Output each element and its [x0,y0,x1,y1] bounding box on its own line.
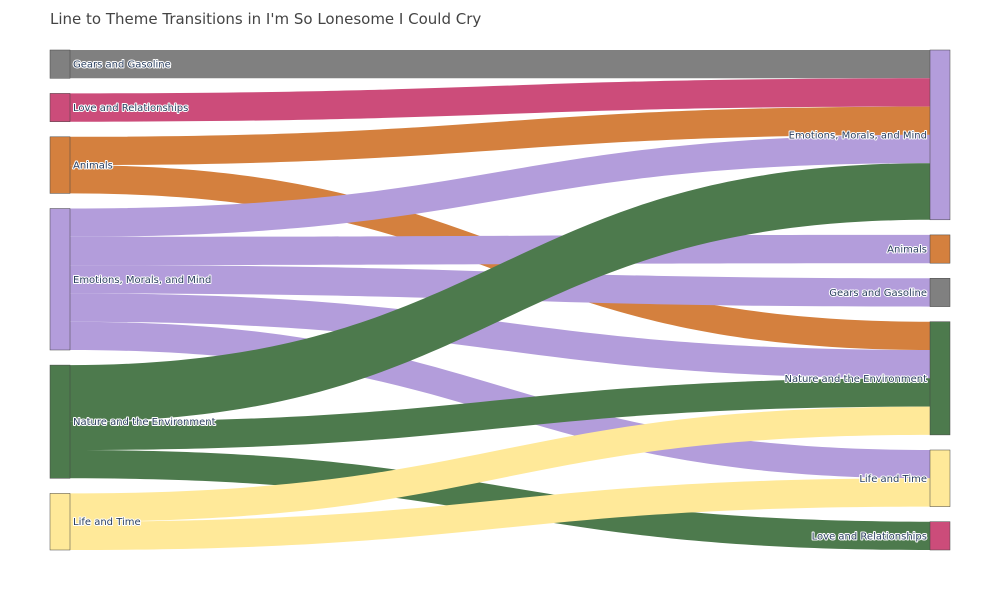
target-node-love-and-relationships[interactable] [929,521,951,551]
link-love-and-relationships-to-emotions-morals-and-mind[interactable] [70,78,930,122]
link-nature-and-the-environment-to-emotions-morals-and-mind[interactable] [70,163,930,422]
link-animals-to-emotions-morals-and-mind[interactable] [70,106,930,166]
source-node-gears-and-gasoline[interactable] [49,49,71,79]
target-node-label-nature-and-the-environment: Nature and the Environment [784,374,927,385]
source-node-love-and-relationships[interactable] [49,93,71,122]
source-node-life-and-time[interactable] [49,493,71,551]
link-gears-and-gasoline-to-emotions-morals-and-mind[interactable] [70,50,930,79]
link-life-and-time-to-nature-and-the-environment[interactable] [70,406,930,522]
link-life-and-time-to-life-and-time[interactable] [70,478,930,550]
labels-layer: Gears and Gasoline Love and Relationships… [72,59,928,544]
source-node-label-life-and-time: Life and Time [73,517,141,528]
nodes-layer [49,49,951,551]
source-node-emotions-morals-and-mind[interactable] [49,208,71,351]
target-node-label-emotions-morals-and-mind: Emotions, Morals, and Mind [789,130,927,141]
link-emotions-morals-and-mind-to-emotions-morals-and-mind[interactable] [70,134,930,237]
source-node-label-nature-and-the-environment: Nature and the Environment [73,417,216,428]
source-node-animals[interactable] [49,136,71,194]
links-layer [70,50,930,550]
target-node-label-animals: Animals [887,245,927,256]
target-node-label-love-and-relationships: Love and Relationships [812,531,927,542]
target-node-life-and-time[interactable] [929,449,951,507]
source-node-label-gears-and-gasoline: Gears and Gasoline [73,60,171,71]
chart-title: Line to Theme Transitions in I'm So Lone… [50,10,482,28]
source-node-label-emotions-morals-and-mind: Emotions, Morals, and Mind [73,275,211,286]
target-node-label-gears-and-gasoline: Gears and Gasoline [829,288,927,299]
link-emotions-morals-and-mind-to-animals[interactable] [70,234,930,266]
target-node-emotions-morals-and-mind[interactable] [929,49,951,221]
link-emotions-morals-and-mind-to-nature-and-the-environment[interactable] [70,293,930,379]
target-node-animals[interactable] [929,234,951,264]
link-nature-and-the-environment-to-nature-and-the-environment[interactable] [70,378,930,450]
source-node-nature-and-the-environment[interactable] [49,364,71,479]
source-node-label-love-and-relationships: Love and Relationships [73,103,188,114]
source-node-label-animals: Animals [73,161,113,172]
target-node-gears-and-gasoline[interactable] [929,278,951,307]
target-node-nature-and-the-environment[interactable] [929,321,951,436]
target-node-label-life-and-time: Life and Time [859,474,927,485]
